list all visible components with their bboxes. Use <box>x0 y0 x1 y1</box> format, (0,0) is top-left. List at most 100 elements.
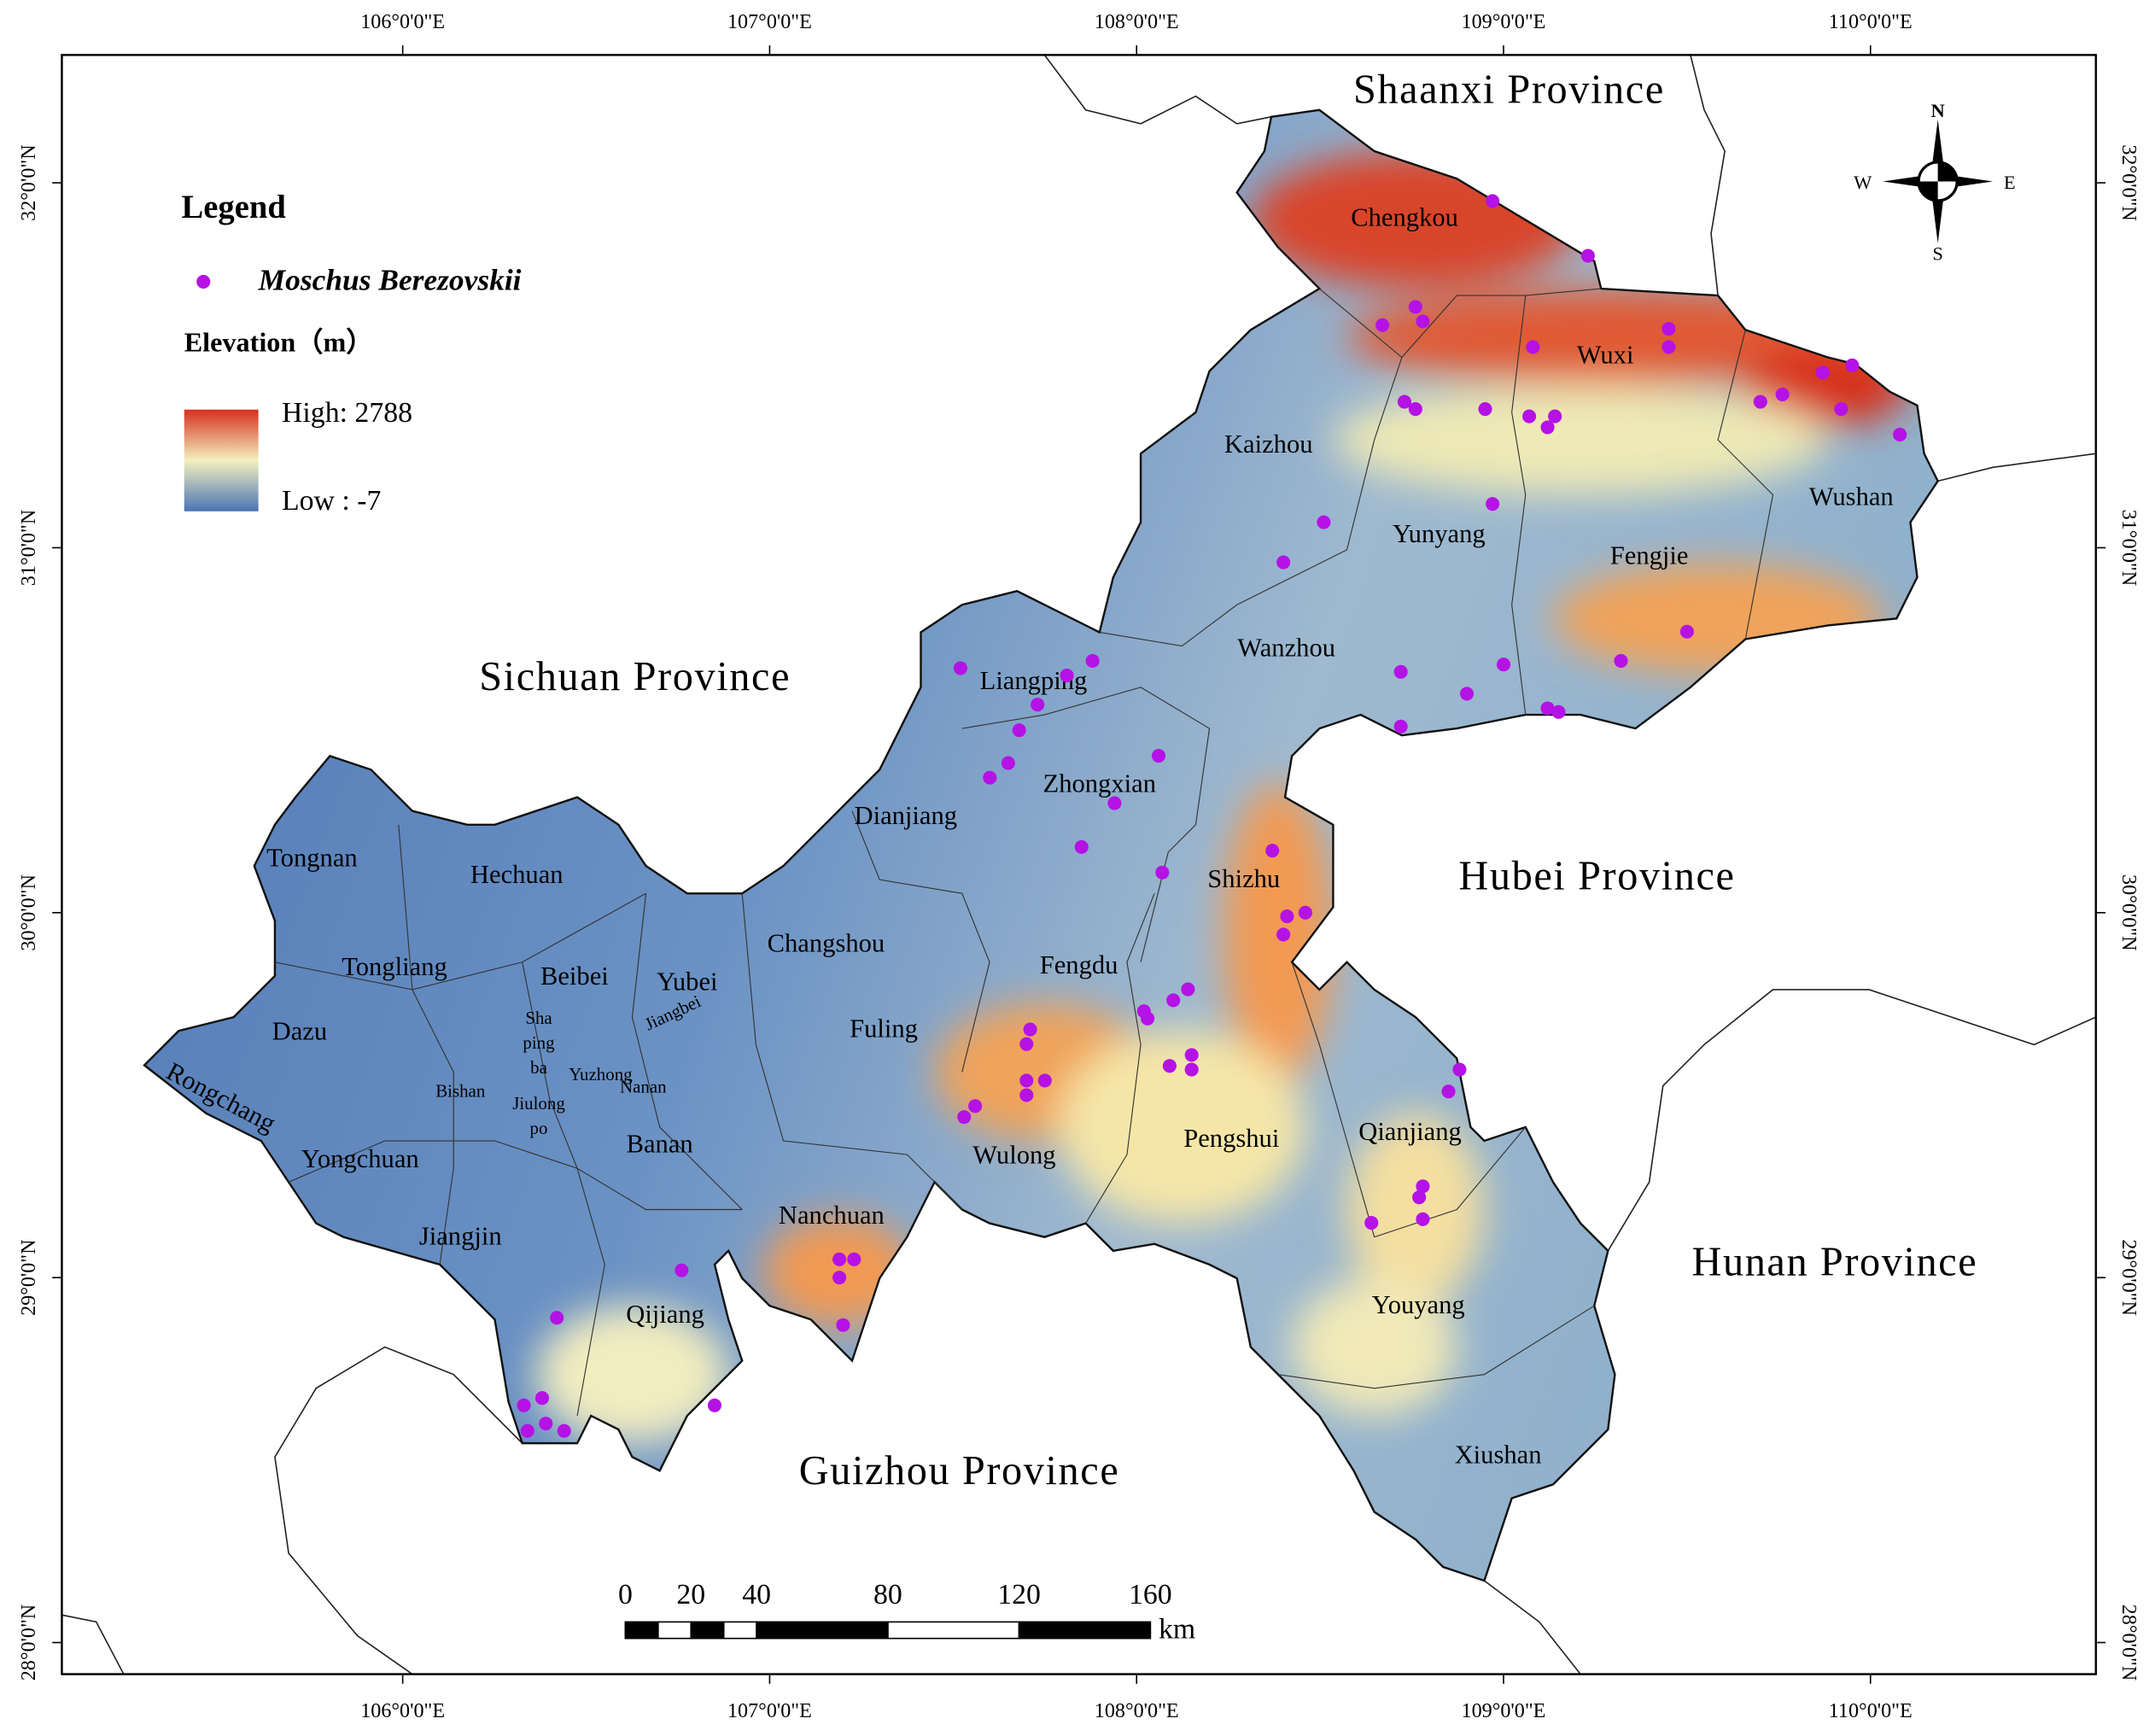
occurrence-point <box>1019 1037 1034 1051</box>
legend-title: Legend <box>182 190 287 225</box>
district-label: Tongliang <box>342 952 447 981</box>
neighbor-borders <box>61 54 2097 1675</box>
district-label: Fengjie <box>1610 541 1689 570</box>
occurrence-point <box>1679 624 1694 639</box>
occurrence-point <box>1486 497 1500 511</box>
lon-label: 106°0'0"E <box>360 1699 445 1722</box>
district-label: Beibei <box>540 962 609 991</box>
occurrence-point <box>1317 515 1331 529</box>
province-label: Hubei Province <box>1458 853 1735 898</box>
occurrence-point <box>1393 719 1408 734</box>
lon-label: 110°0'0"E <box>1829 1699 1913 1722</box>
occurrence-point <box>1001 756 1015 770</box>
occurrence-point <box>1037 1073 1052 1088</box>
legend: Legend Moschus Berezovskii Elevation（m） … <box>182 190 522 517</box>
district-label: Bishan <box>435 1080 486 1101</box>
lon-label: 106°0'0"E <box>360 10 445 33</box>
district-label: Zhongxian <box>1043 769 1156 798</box>
occurrence-point <box>1276 927 1291 942</box>
district-label: Hechuan <box>470 860 564 889</box>
occurrence-point <box>1141 1011 1155 1026</box>
district-label: po <box>530 1118 548 1138</box>
occurrence-point <box>1162 1059 1177 1073</box>
occurrence-point <box>983 770 997 785</box>
occurrence-point <box>1408 300 1422 314</box>
district-label: Dazu <box>272 1016 328 1045</box>
district-label: Wuxi <box>1577 341 1634 370</box>
occurrence-point <box>557 1423 571 1438</box>
occurrence-point <box>1522 409 1537 424</box>
occurrence-point <box>1181 982 1195 997</box>
lat-label: 30°0'0"N <box>17 874 40 951</box>
district-label: Banan <box>627 1129 693 1158</box>
occurrence-point <box>1416 1179 1430 1194</box>
province-label: Sichuan Province <box>479 654 791 699</box>
lon-label: 107°0'0"E <box>727 1699 812 1722</box>
occurrence-point <box>517 1398 531 1412</box>
occurrence-point <box>832 1271 847 1285</box>
lat-label: 29°0'0"N <box>2117 1239 2140 1316</box>
occurrence-point <box>1753 395 1767 409</box>
district-label: Yunyang <box>1393 519 1486 548</box>
compass-w: W <box>1854 172 1872 193</box>
occurrence-point <box>1019 1073 1034 1088</box>
district-label: Wulong <box>972 1140 1055 1169</box>
district-label: Qianjiang <box>1358 1117 1462 1146</box>
occurrence-point <box>675 1263 689 1277</box>
occurrence-point <box>1834 402 1848 417</box>
occurrence-point <box>1412 1190 1427 1205</box>
district-label: Yongchuan <box>301 1144 419 1173</box>
scale-segment <box>657 1621 692 1640</box>
occurrence-point <box>1031 698 1045 712</box>
map-frame <box>61 54 2097 1675</box>
lat-label: 28°0'0"N <box>2117 1604 2140 1681</box>
occurrence-point <box>1459 687 1475 701</box>
legend-species: Moschus Berezovskii <box>258 263 522 297</box>
scale-label: 80 <box>873 1579 902 1610</box>
province-label: Hunan Province <box>1691 1240 1977 1285</box>
occurrence-point <box>1408 402 1422 417</box>
occurrence-point <box>1280 909 1294 924</box>
scale-segment <box>722 1621 757 1640</box>
occurrence-point <box>1074 839 1089 854</box>
occurrence-point <box>520 1423 534 1438</box>
district-label: Nanchuan <box>779 1201 885 1230</box>
district-label: Xiushan <box>1455 1440 1542 1469</box>
district-label: Kaizhou <box>1224 430 1313 459</box>
occurrence-point <box>1107 796 1122 810</box>
lon-label: 109°0'0"E <box>1462 1699 1546 1722</box>
occurrence-point <box>1375 318 1390 332</box>
compass-s: S <box>1932 243 1943 265</box>
district-label: Qijiang <box>626 1300 704 1329</box>
occurrence-point <box>1416 314 1430 329</box>
occurrence-point <box>1580 248 1595 263</box>
lat-label: 28°0'0"N <box>17 1604 40 1681</box>
district-label: Nanan <box>620 1077 667 1097</box>
occurrence-point <box>1184 1048 1199 1062</box>
occurrence-point <box>836 1318 850 1332</box>
elevation-ramp <box>184 409 259 511</box>
occurrence-point <box>1184 1062 1199 1077</box>
occurrence-point <box>1496 658 1511 672</box>
scale-segment <box>624 1621 659 1640</box>
occurrence-point <box>1662 321 1676 336</box>
legend-high: High: 2788 <box>282 397 412 429</box>
district-label: Yuzhong <box>569 1064 633 1084</box>
occurrence-point <box>1526 340 1540 354</box>
district-label: Jiulong <box>512 1093 565 1113</box>
occurrence-point <box>539 1417 553 1431</box>
district-label: Wushan <box>1809 482 1894 511</box>
district-label: Wanzhou <box>1237 633 1335 662</box>
scale-segment <box>756 1621 889 1640</box>
legend-elevation-title: Elevation（m） <box>184 326 374 357</box>
occurrence-point <box>1478 402 1492 417</box>
lon-label: 108°0'0"E <box>1095 10 1179 33</box>
occurrence-point <box>1815 365 1830 380</box>
district-label: Jiangjin <box>419 1221 502 1250</box>
district-label: Dianjiang <box>854 801 957 830</box>
scale-label: 0 <box>618 1579 633 1610</box>
occurrence-point <box>1662 340 1676 354</box>
occurrence-point <box>1276 555 1291 570</box>
